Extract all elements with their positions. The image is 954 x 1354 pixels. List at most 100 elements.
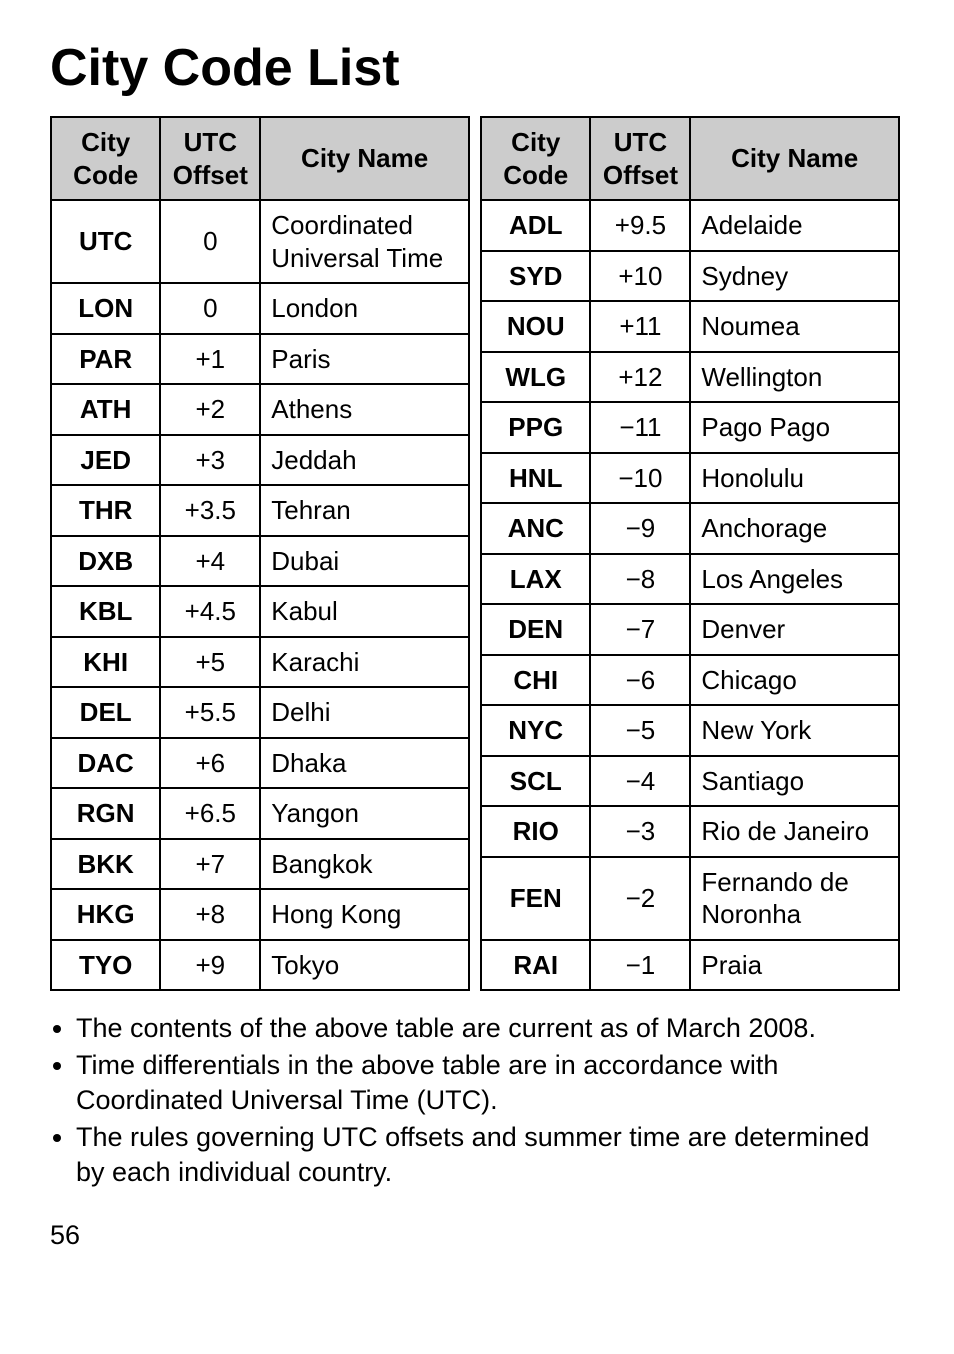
city-name-cell: Sydney xyxy=(690,251,899,302)
page: City Code List City Code UTC Offset City… xyxy=(0,0,954,1281)
city-code-cell: UTC xyxy=(51,200,160,283)
utc-offset-cell: 0 xyxy=(160,200,260,283)
col-header-name: City Name xyxy=(260,117,469,200)
city-name-cell: Honolulu xyxy=(690,453,899,504)
table-row: ATH+2Athens xyxy=(51,384,469,435)
city-code-cell: LAX xyxy=(481,554,590,605)
city-code-cell: RIO xyxy=(481,806,590,857)
table-row: PAR+1Paris xyxy=(51,334,469,385)
city-table-right: City Code UTC Offset City Name ADL+9.5Ad… xyxy=(480,116,900,991)
utc-offset-cell: +1 xyxy=(160,334,260,385)
utc-offset-cell: −8 xyxy=(590,554,690,605)
utc-offset-cell: −11 xyxy=(590,402,690,453)
table-row: KHI+5Karachi xyxy=(51,637,469,688)
city-code-cell: HKG xyxy=(51,889,160,940)
notes-list: The contents of the above table are curr… xyxy=(50,1011,904,1190)
col-header-offset: UTC Offset xyxy=(160,117,260,200)
city-code-cell: DEL xyxy=(51,687,160,738)
col-header-code: City Code xyxy=(481,117,590,200)
city-code-cell: LON xyxy=(51,283,160,334)
table-row: PPG−11Pago Pago xyxy=(481,402,899,453)
city-code-cell: DAC xyxy=(51,738,160,789)
table-row: DXB+4Dubai xyxy=(51,536,469,587)
city-code-cell: WLG xyxy=(481,352,590,403)
table-row: HKG+8Hong Kong xyxy=(51,889,469,940)
utc-offset-cell: +7 xyxy=(160,839,260,890)
utc-offset-cell: +8 xyxy=(160,889,260,940)
city-name-cell: Kabul xyxy=(260,586,469,637)
table-row: THR+3.5Tehran xyxy=(51,485,469,536)
utc-offset-cell: +4.5 xyxy=(160,586,260,637)
city-name-cell: Paris xyxy=(260,334,469,385)
city-code-cell: ADL xyxy=(481,200,590,251)
note-item: The rules governing UTC offsets and summ… xyxy=(76,1120,904,1190)
city-code-cell: KHI xyxy=(51,637,160,688)
tables-wrap: City Code UTC Offset City Name UTC0Coord… xyxy=(50,116,904,991)
city-code-cell: DXB xyxy=(51,536,160,587)
utc-offset-cell: −10 xyxy=(590,453,690,504)
city-name-cell: Yangon xyxy=(260,788,469,839)
utc-offset-cell: +5.5 xyxy=(160,687,260,738)
city-code-cell: SYD xyxy=(481,251,590,302)
city-code-cell: HNL xyxy=(481,453,590,504)
city-name-cell: Praia xyxy=(690,940,899,991)
city-name-cell: Jeddah xyxy=(260,435,469,486)
city-name-cell: Los Angeles xyxy=(690,554,899,605)
table-row: CHI−6Chicago xyxy=(481,655,899,706)
utc-offset-cell: −1 xyxy=(590,940,690,991)
table-row: DAC+6Dhaka xyxy=(51,738,469,789)
col-header-offset: UTC Offset xyxy=(590,117,690,200)
note-item: Time differentials in the above table ar… xyxy=(76,1048,904,1118)
city-name-cell: Chicago xyxy=(690,655,899,706)
city-code-cell: FEN xyxy=(481,857,590,940)
table-row: HNL−10Honolulu xyxy=(481,453,899,504)
city-code-cell: ATH xyxy=(51,384,160,435)
utc-offset-cell: −6 xyxy=(590,655,690,706)
utc-offset-cell: −9 xyxy=(590,503,690,554)
city-name-cell: Anchorage xyxy=(690,503,899,554)
table-header-row: City Code UTC Offset City Name xyxy=(51,117,469,200)
city-name-cell: Tokyo xyxy=(260,940,469,991)
city-name-cell: Santiago xyxy=(690,756,899,807)
city-name-cell: Delhi xyxy=(260,687,469,738)
utc-offset-cell: +9.5 xyxy=(590,200,690,251)
city-name-cell: Denver xyxy=(690,604,899,655)
col-header-name: City Name xyxy=(690,117,899,200)
table-row: RIO−3Rio de Janeiro xyxy=(481,806,899,857)
utc-offset-cell: +6.5 xyxy=(160,788,260,839)
city-code-cell: TYO xyxy=(51,940,160,991)
page-title: City Code List xyxy=(50,38,904,98)
city-name-cell: Coordinated Universal Time xyxy=(260,200,469,283)
city-name-cell: Pago Pago xyxy=(690,402,899,453)
city-name-cell: New York xyxy=(690,705,899,756)
utc-offset-cell: +10 xyxy=(590,251,690,302)
utc-offset-cell: +9 xyxy=(160,940,260,991)
city-code-cell: DEN xyxy=(481,604,590,655)
city-name-cell: Rio de Janeiro xyxy=(690,806,899,857)
table-row: JED+3Jeddah xyxy=(51,435,469,486)
utc-offset-cell: +6 xyxy=(160,738,260,789)
city-code-cell: THR xyxy=(51,485,160,536)
city-code-cell: RGN xyxy=(51,788,160,839)
utc-offset-cell: −3 xyxy=(590,806,690,857)
utc-offset-cell: +3 xyxy=(160,435,260,486)
city-code-cell: CHI xyxy=(481,655,590,706)
city-table-left: City Code UTC Offset City Name UTC0Coord… xyxy=(50,116,470,991)
table-row: KBL+4.5Kabul xyxy=(51,586,469,637)
city-name-cell: Dubai xyxy=(260,536,469,587)
city-code-cell: PPG xyxy=(481,402,590,453)
utc-offset-cell: +12 xyxy=(590,352,690,403)
city-name-cell: London xyxy=(260,283,469,334)
utc-offset-cell: −2 xyxy=(590,857,690,940)
city-code-cell: JED xyxy=(51,435,160,486)
note-item: The contents of the above table are curr… xyxy=(76,1011,904,1046)
city-code-cell: PAR xyxy=(51,334,160,385)
table-row: RAI−1Praia xyxy=(481,940,899,991)
page-number: 56 xyxy=(50,1220,904,1251)
table-row: NOU+11Noumea xyxy=(481,301,899,352)
table-row: LAX−8Los Angeles xyxy=(481,554,899,605)
city-name-cell: Karachi xyxy=(260,637,469,688)
utc-offset-cell: −7 xyxy=(590,604,690,655)
city-name-cell: Bangkok xyxy=(260,839,469,890)
city-code-cell: SCL xyxy=(481,756,590,807)
